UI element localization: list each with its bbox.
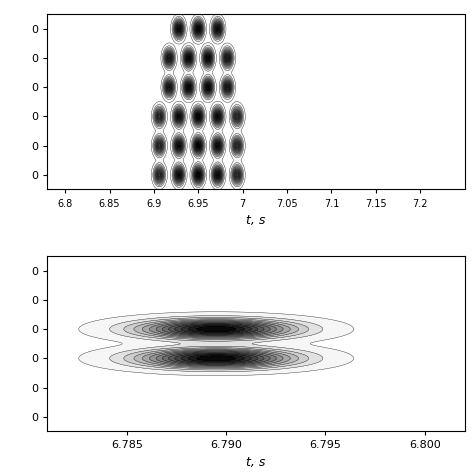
- X-axis label: t, s: t, s: [246, 214, 265, 227]
- X-axis label: t, s: t, s: [246, 456, 265, 469]
